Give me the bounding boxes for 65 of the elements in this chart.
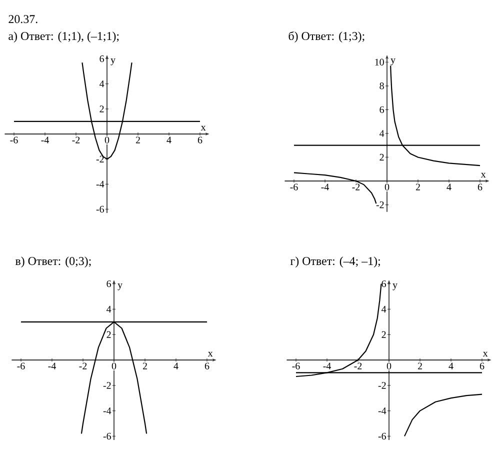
y-tick-label: 6 xyxy=(106,280,112,288)
y-tick-label: 10 xyxy=(375,58,384,66)
x-tick-label: 0 xyxy=(384,184,390,190)
y-tick-label: 2 xyxy=(106,331,111,338)
y-axis-title: y xyxy=(392,283,398,290)
y-tick-label: 2 xyxy=(100,106,104,112)
y-tick-label: 4 xyxy=(380,130,384,137)
x-axis-title: x xyxy=(200,126,206,130)
y-tick-label: -2 xyxy=(376,201,384,208)
x-tick-label: 4 xyxy=(448,362,454,370)
x-tick-label: 2 xyxy=(136,136,140,144)
x-tick-label: -6 xyxy=(17,362,25,370)
y-axis-title: y xyxy=(118,283,122,290)
y-tick-label: 4 xyxy=(382,306,386,312)
x-tick-label: 0 xyxy=(104,136,110,144)
chart-title: 20.37. xyxy=(8,15,38,24)
x-tick-label: -4 xyxy=(48,362,56,370)
y-tick-label: 8 xyxy=(380,82,384,90)
x-tick-label: 4 xyxy=(446,184,452,190)
x-tick-label: -2 xyxy=(354,362,362,370)
y-axis-title: y xyxy=(110,58,116,66)
x-tick-label: 2 xyxy=(418,362,422,370)
x-tick-label: -4 xyxy=(323,362,331,370)
x-tick-label: 0 xyxy=(386,362,392,370)
x-tick-label: 2 xyxy=(416,184,420,190)
y-tick-label: 2 xyxy=(380,154,384,161)
x-tick-label: -4 xyxy=(321,184,329,190)
y-tick-label: 4 xyxy=(100,80,104,88)
x-tick-label: -2 xyxy=(352,184,360,190)
x-tick-label: 2 xyxy=(142,362,147,370)
y-tick-label: -2 xyxy=(103,382,111,389)
y-tick-label: -2 xyxy=(96,156,104,162)
line-series xyxy=(404,394,483,437)
chart-subtitle: а) Ответ: (1;1), (–1;1); xyxy=(8,32,119,42)
y-tick-label: 6 xyxy=(100,55,104,62)
x-tick-label: -2 xyxy=(79,362,87,370)
y-tick-label: 2 xyxy=(382,331,386,338)
x-tick-label: -6 xyxy=(10,136,18,144)
x-axis-title: x xyxy=(482,352,488,356)
chart-title: в) Ответ: (0;3); xyxy=(15,256,91,268)
y-axis-title: y xyxy=(390,58,396,66)
x-axis-title: x xyxy=(208,352,213,356)
x-tick-label: 4 xyxy=(174,362,178,370)
chart-title: б) Ответ: (1;3); xyxy=(288,31,364,42)
y-tick-label: -6 xyxy=(103,432,112,440)
x-tick-label: 6 xyxy=(478,184,482,190)
x-tick-label: 6 xyxy=(480,362,484,370)
x-tick-label: 0 xyxy=(112,362,116,370)
x-tick-label: 6 xyxy=(204,362,210,370)
x-tick-label: -2 xyxy=(72,136,80,144)
x-tick-label: 4 xyxy=(166,136,172,144)
y-tick-label: -6 xyxy=(378,432,386,440)
x-tick-label: 6 xyxy=(198,136,202,144)
x-tick-label: -4 xyxy=(41,136,49,144)
x-axis-title: x xyxy=(480,172,486,178)
y-tick-label: 6 xyxy=(380,106,384,114)
y-tick-label: -4 xyxy=(103,408,112,414)
y-tick-label: -2 xyxy=(378,382,386,389)
y-tick-label: -6 xyxy=(96,206,104,213)
x-tick-label: -6 xyxy=(292,362,300,370)
chart-title: г) Ответ: (–4; –1); xyxy=(290,256,380,268)
y-tick-label: 6 xyxy=(382,280,386,288)
x-tick-label: -6 xyxy=(290,184,298,190)
y-tick-label: 4 xyxy=(106,306,112,312)
y-tick-label: -4 xyxy=(378,408,386,414)
